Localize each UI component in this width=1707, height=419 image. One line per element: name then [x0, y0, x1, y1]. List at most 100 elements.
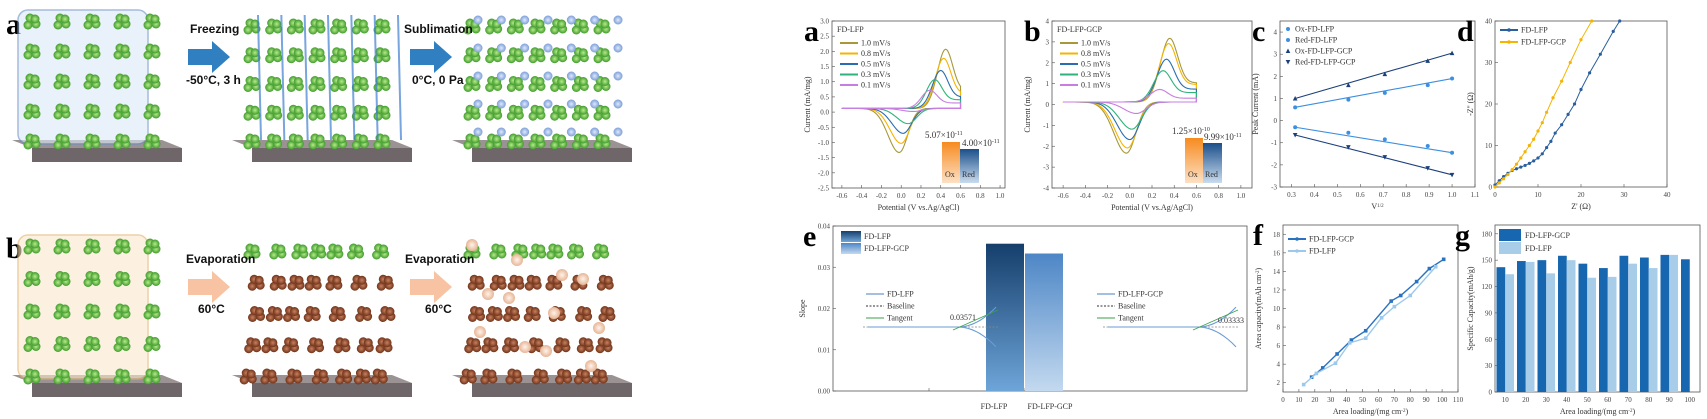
data-point [1579, 87, 1583, 92]
particle-cluster [83, 110, 93, 120]
particle-cluster [53, 278, 63, 287]
y-axis-label-sup: -2 [1256, 270, 1261, 275]
particle-cluster [582, 307, 592, 316]
particle-cluster [358, 77, 368, 86]
bar-FD-LFP-GCP [1517, 261, 1526, 392]
particle-cluster [120, 304, 130, 314]
particle-cluster [380, 134, 390, 144]
particle-cluster [342, 369, 352, 379]
y-axis-label-text: Slope [798, 299, 807, 318]
bar-FD-LFP [1587, 277, 1596, 392]
y-tick-label: 16 [1273, 249, 1281, 257]
particle-cluster [23, 140, 33, 150]
particle-cluster [53, 310, 63, 320]
legend-label: Ox-FD-LFP-GCP [1295, 47, 1353, 56]
particle-cluster [304, 281, 314, 291]
particle-cluster [150, 369, 160, 379]
particle-cluster [30, 134, 40, 144]
particle-cluster [337, 48, 347, 58]
chart-panel-g: g 0 30 60 90 120 150 180 Area loading/(mg cm-2) S… [1455, 219, 1701, 416]
x-tick-label: 0.2 [917, 192, 926, 200]
particle-cluster [272, 48, 282, 58]
particle-cluster [308, 140, 318, 150]
particle-cluster [269, 281, 279, 291]
particle-cluster [330, 25, 340, 35]
particle-cluster [600, 48, 610, 58]
legend-swatch [841, 243, 861, 254]
pore [519, 341, 531, 353]
inset-ox-value: 1.25×10-10 [1172, 126, 1210, 136]
particle-cluster [283, 313, 293, 322]
particle-cluster [90, 74, 100, 84]
y-tick-label: 0 [1489, 389, 1493, 397]
pore [590, 43, 600, 53]
particle-cluster [509, 338, 519, 348]
particle-cluster [243, 25, 253, 35]
particle-cluster [310, 307, 320, 316]
inset-red-label: Red [962, 170, 975, 179]
particle-cluster [574, 244, 584, 254]
data-point [1450, 150, 1455, 155]
particle-cluster [492, 134, 502, 144]
x-axis-label: Potential (V vs.Ag/AgCl) [1111, 203, 1193, 212]
step-sublimation: Sublimation [404, 22, 473, 36]
particle-cluster [308, 111, 318, 121]
particle-cluster [120, 337, 130, 346]
x-tick-label: 10 [1535, 191, 1543, 199]
bar-FD-LFP [986, 243, 1024, 391]
particle-cluster [311, 275, 321, 285]
data-point [1588, 71, 1592, 75]
y-axis-label-text: Specific Capacity(mAh/g) [1466, 266, 1475, 351]
particle-cluster [261, 344, 271, 354]
legend-marker [1286, 38, 1290, 42]
particle-cluster [333, 244, 343, 254]
bar-FD-LFP [1566, 260, 1576, 392]
particle-cluster [550, 83, 560, 92]
particle-cluster [470, 134, 480, 144]
particle-cluster [596, 281, 606, 291]
inset-red-exp: -11 [1234, 133, 1242, 139]
particle-cluster [576, 344, 586, 354]
particle-cluster [530, 307, 540, 316]
inset-bar-ox [942, 142, 960, 183]
inset-ox-exp: -11 [955, 131, 963, 137]
x-category-label: 20 [1522, 396, 1530, 404]
legend-label: 0.3 mV/s [1081, 70, 1110, 79]
particle-cluster [83, 80, 93, 90]
particle-cluster [557, 77, 567, 86]
particle-cluster [60, 272, 70, 281]
particle-cluster [143, 110, 153, 120]
y-tick-label: 18 [1273, 231, 1281, 239]
inset-legend-baseline: Baseline [887, 302, 915, 311]
x-tick-label: 70 [1391, 396, 1399, 404]
data-point [1408, 293, 1413, 298]
pore [613, 127, 623, 137]
particle-cluster [315, 77, 325, 86]
particle-cluster [113, 245, 123, 255]
y-tick-label: 2 [1046, 59, 1050, 67]
particle-cluster [53, 110, 63, 120]
particle-cluster [555, 375, 565, 385]
chart-title: FD-LFP [837, 25, 864, 34]
particle-cluster [265, 111, 275, 121]
data-point [1519, 165, 1523, 169]
particle-cluster [293, 134, 303, 144]
chart-title: FD-LFP-GCP [1057, 25, 1102, 34]
x-tick-label: 20 [1578, 191, 1586, 199]
legend-swatch [841, 231, 861, 242]
particle-cluster [468, 313, 478, 322]
x-category-label: FD-LFP [981, 402, 1008, 411]
data-point [1333, 361, 1338, 366]
particle-cluster [528, 83, 538, 92]
x-category-label: 10 [1502, 396, 1510, 404]
particle-cluster [250, 77, 260, 86]
particle-cluster [600, 134, 610, 144]
particle-cluster [510, 307, 520, 316]
y-tick-label: -3 [1043, 164, 1049, 172]
particle-cluster [23, 310, 33, 320]
data-point [1532, 137, 1536, 141]
particle-cluster [113, 80, 123, 90]
data-point [1320, 366, 1325, 370]
particle-cluster [83, 50, 93, 60]
cv-curve-03 [841, 79, 962, 125]
